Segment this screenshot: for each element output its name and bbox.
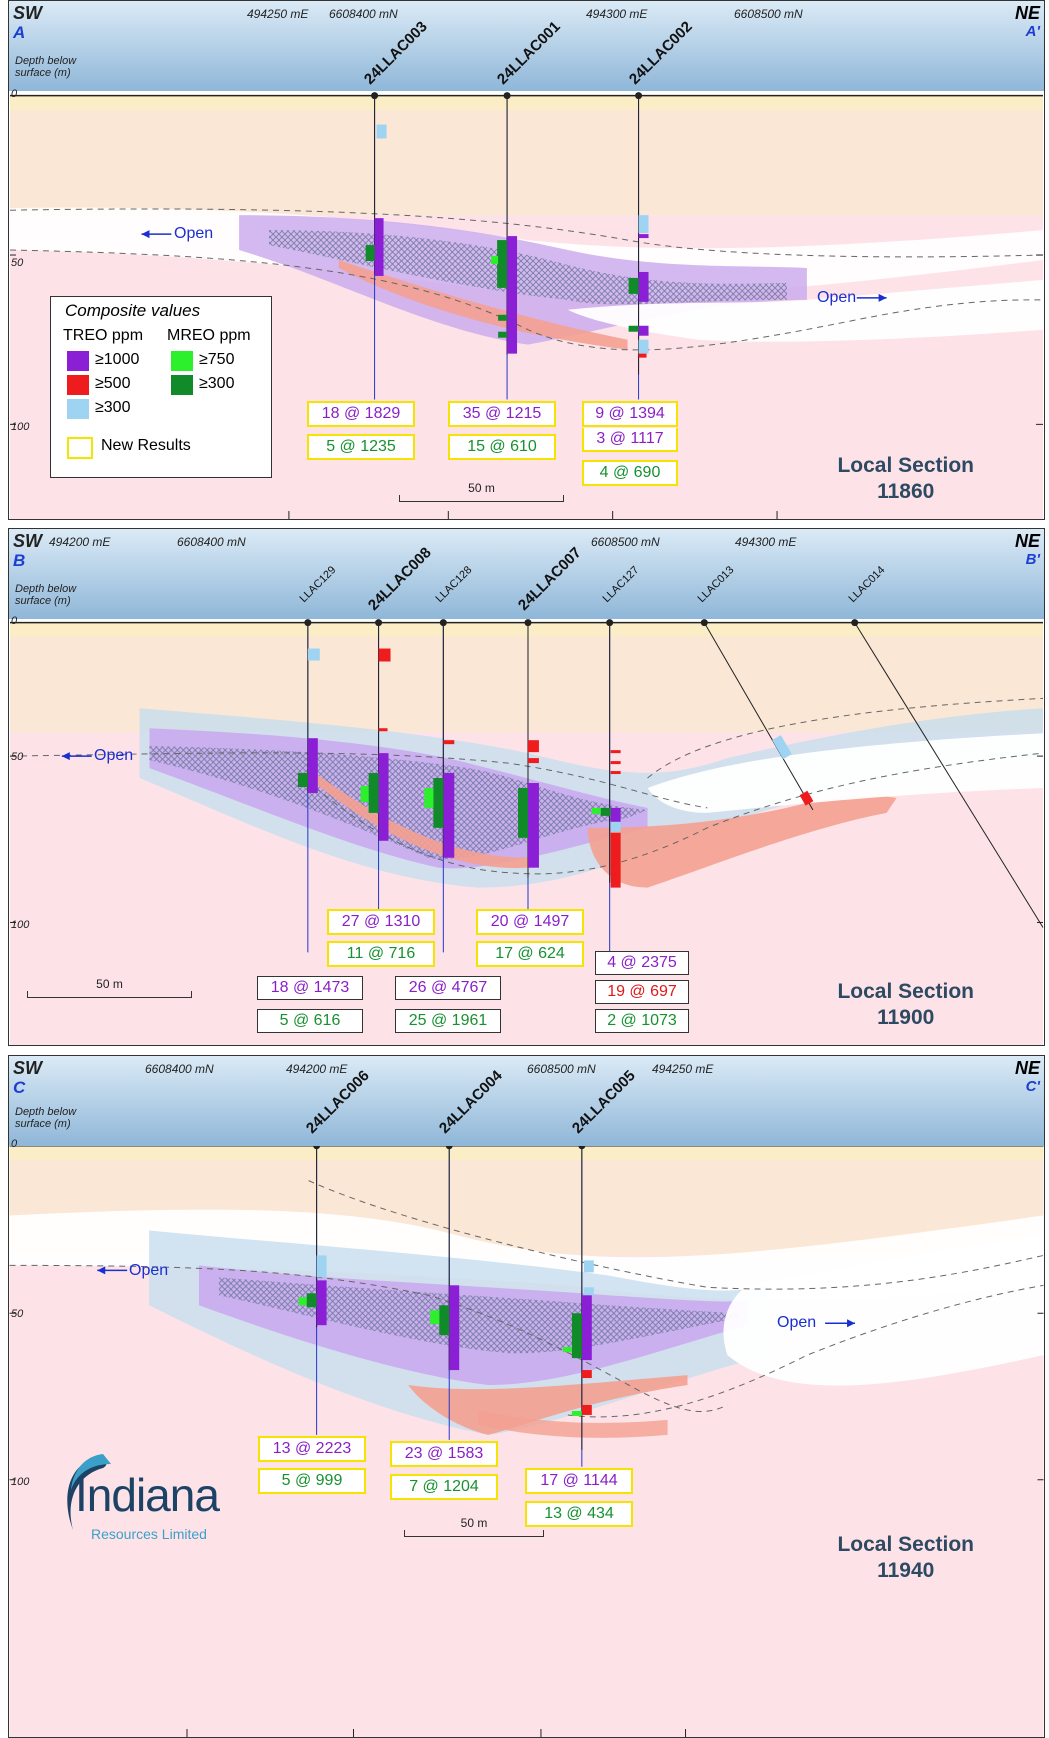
result-box: 2 @ 1073: [595, 1009, 689, 1033]
depth-tick: 100: [11, 421, 30, 433]
sky-header-a: [9, 1, 1044, 91]
result-box: 35 @ 1215: [448, 401, 556, 427]
section-panel-c: SW C NE C' Depth below surface (m) 66084…: [8, 1055, 1045, 1738]
section-start-letter: A: [13, 23, 26, 42]
legend-swatch-treo-300: [67, 399, 89, 419]
depth-tick: 100: [11, 1476, 30, 1488]
sw-label: SW: [13, 531, 42, 551]
depth-tick: 50: [11, 1308, 24, 1320]
result-box: 7 @ 1204: [390, 1474, 498, 1500]
section-panel-a: SW A NE A' Depth below surface (m) 49425…: [8, 0, 1045, 520]
result-box: 3 @ 1117: [582, 428, 678, 452]
result-box: 13 @ 434: [525, 1501, 633, 1527]
logo-swirl-icon: [67, 1454, 111, 1530]
coord-label: 6608400 mN: [145, 1062, 214, 1076]
local-section-title: Local Section 11860: [837, 454, 974, 503]
result-box: 23 @ 1583: [390, 1441, 498, 1467]
result-box: 9 @ 1394: [582, 401, 678, 427]
result-box: 11 @ 716: [327, 941, 435, 967]
coord-label: 494200 mE: [49, 535, 111, 549]
result-box: 26 @ 4767: [395, 976, 501, 1000]
logo-name: Indiana: [75, 1469, 220, 1521]
coord-label: 6608500 mN: [591, 535, 660, 549]
ne-label: NE: [1014, 1058, 1040, 1078]
ne-label: NE: [1014, 3, 1040, 23]
result-box: 27 @ 1310: [327, 909, 435, 935]
coord-label: 494200 mE: [286, 1062, 348, 1076]
coord-label: 6608500 mN: [734, 7, 803, 21]
result-box: 13 @ 2223: [258, 1436, 366, 1462]
legend-title: Composite values: [65, 301, 201, 320]
legend-label: ≥300: [199, 375, 235, 392]
legend-swatch-new-results: [67, 437, 93, 459]
legend-label: ≥300: [95, 399, 131, 416]
sky-header-b: [9, 529, 1044, 619]
depth-tick: 100: [11, 919, 30, 931]
result-box: 18 @ 1829: [307, 401, 415, 427]
legend-label: ≥1000: [95, 351, 140, 368]
coord-label: 494300 mE: [735, 535, 797, 549]
scale-bar: 50 m: [399, 481, 564, 502]
coord-label: 494250 mE: [652, 1062, 714, 1076]
legend-swatch-treo-500: [67, 375, 89, 395]
local-section-title: Local Section 11900: [837, 980, 974, 1029]
coord-label: 494250 mE: [247, 7, 309, 21]
legend-swatch-treo-1000: [67, 351, 89, 371]
legend-label: ≥750: [199, 351, 235, 368]
result-box: 4 @ 2375: [595, 951, 689, 975]
section-panel-b: SW B NE B' Depth below surface (m) 49420…: [8, 528, 1045, 1046]
legend-swatch-mreo-750: [171, 351, 193, 371]
ne-label: NE: [1014, 531, 1040, 551]
open-left-label: Open: [94, 747, 134, 764]
result-box: 17 @ 624: [476, 941, 584, 967]
coord-label: 6608500 mN: [527, 1062, 596, 1076]
open-left-label: Open: [129, 1262, 169, 1279]
section-end-letter: A': [1025, 23, 1040, 40]
depth-tick: 50: [11, 257, 24, 269]
scale-bar: 50 m: [404, 1516, 544, 1537]
sw-label: SW: [13, 3, 42, 23]
section-b-geology: [9, 619, 1044, 1045]
result-box: 4 @ 690: [582, 460, 678, 486]
legend-treo-header: TREO ppm: [63, 327, 144, 344]
section-end-letter: B': [1025, 551, 1040, 568]
depth-axis-title: Depth below surface (m): [15, 1106, 77, 1130]
result-box: 17 @ 1144: [525, 1468, 633, 1494]
result-box: 5 @ 616: [257, 1009, 363, 1033]
coord-label: 494300 mE: [586, 7, 648, 21]
section-end-letter: C': [1025, 1078, 1040, 1095]
result-box: 15 @ 610: [448, 434, 556, 460]
sw-label: SW: [13, 1058, 42, 1078]
depth-tick: 50: [11, 751, 24, 763]
legend-label: New Results: [101, 437, 191, 454]
legend-label: ≥500: [95, 375, 131, 392]
coord-label: 6608400 mN: [177, 535, 246, 549]
result-box: 25 @ 1961: [395, 1009, 501, 1033]
logo-subtitle: Resources Limited: [91, 1526, 207, 1542]
section-a-geology: [9, 92, 1044, 519]
sky-header-c: [9, 1056, 1044, 1146]
open-left-label: Open: [174, 225, 214, 242]
legend-swatch-mreo-300: [171, 375, 193, 395]
section-start-letter: B: [13, 551, 26, 570]
scale-bar: 50 m: [27, 977, 192, 998]
depth-tick: 0: [11, 1138, 18, 1150]
result-box: 18 @ 1473: [257, 976, 363, 1000]
result-box: 20 @ 1497: [476, 909, 584, 935]
open-right-label: Open: [777, 1314, 817, 1331]
section-c-geology: [9, 1142, 1044, 1737]
result-box: 5 @ 999: [258, 1468, 366, 1494]
section-start-letter: C: [13, 1078, 26, 1097]
legend-mreo-header: MREO ppm: [167, 327, 251, 344]
result-box: 5 @ 1235: [307, 434, 415, 460]
depth-axis-title: Depth below surface (m): [15, 55, 77, 79]
coord-label: 6608400 mN: [329, 7, 398, 21]
depth-axis-title: Depth below surface (m): [15, 583, 77, 607]
depth-tick: 0: [11, 615, 18, 627]
depth-tick: 0: [11, 88, 18, 100]
open-right-label: Open: [817, 289, 857, 306]
local-section-title: Local Section 11940: [837, 1533, 974, 1582]
result-box: 19 @ 697: [595, 980, 689, 1004]
composite-legend: Composite values TREO ppm MREO ppm ≥1000…: [50, 296, 272, 478]
